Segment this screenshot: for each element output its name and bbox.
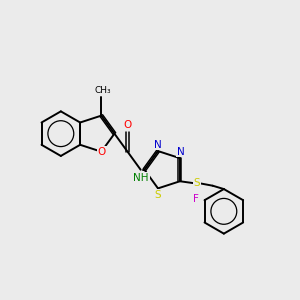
Text: S: S (193, 178, 200, 188)
Text: N: N (154, 140, 161, 149)
Text: S: S (155, 190, 161, 200)
Text: CH₃: CH₃ (94, 85, 111, 94)
Text: O: O (123, 120, 132, 130)
Text: NH: NH (134, 173, 149, 183)
Text: F: F (193, 194, 199, 204)
Text: O: O (98, 147, 106, 157)
Text: N: N (177, 147, 184, 157)
